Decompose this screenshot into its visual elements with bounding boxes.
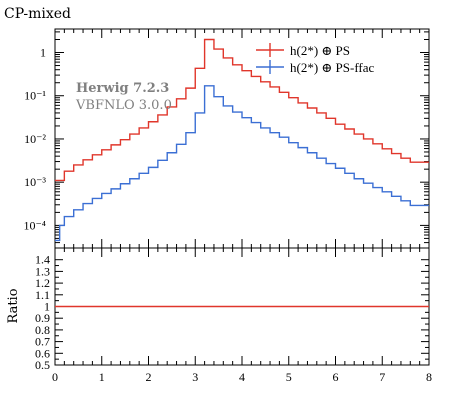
series-ps-ffac-histogram — [55, 85, 429, 242]
ratio-y-axis: 1.41.31.21.110.90.80.70.60.5 — [35, 253, 429, 372]
ratio-y-tick-label: 0.9 — [35, 311, 50, 325]
ratio-y-tick-label: 1.3 — [35, 264, 50, 278]
chart-title: CP-mixed — [4, 6, 71, 22]
legend-entry-ps-ffac: h(2*) ⊕ PS-ffac — [256, 60, 375, 75]
main-y-tick-label: 10⁻¹ — [24, 89, 46, 103]
main-y-tick-label: 10⁻⁴ — [23, 218, 46, 232]
ratio-y-tick-label: 1.1 — [35, 288, 50, 302]
ratio-y-tick-label: 0.7 — [35, 335, 50, 349]
legend-label-ps-ffac: h(2*) ⊕ PS-ffac — [290, 60, 375, 75]
x-tick-label: 7 — [379, 370, 385, 384]
legend-entry-ps: h(2*) ⊕ PS — [256, 43, 350, 58]
x-tick-label: 2 — [146, 370, 152, 384]
x-axis: 0 1 2 3 4 5 6 7 8 — [52, 29, 432, 384]
ratio-y-tick-label: 1.4 — [35, 253, 50, 267]
ratio-y-tick-label: 0.8 — [35, 323, 50, 337]
generator-label: Herwig 7.2.3 — [76, 81, 169, 96]
main-y-axis: 10⁻⁴ 10⁻³ 10⁻² 10⁻¹ 1 — [23, 31, 429, 249]
x-tick-label: 1 — [99, 370, 105, 384]
main-y-tick-label: 10⁻³ — [24, 175, 46, 189]
ratio-y-tick-label: 0.6 — [35, 346, 50, 360]
ratio-y-tick-label: 1.2 — [35, 276, 50, 290]
x-tick-label: 3 — [192, 370, 198, 384]
main-y-tick-label: 1 — [40, 46, 46, 60]
x-tick-label: 0 — [52, 370, 58, 384]
x-tick-label: 5 — [286, 370, 292, 384]
ratio-y-tick-label: 1 — [44, 300, 50, 314]
legend-label-ps: h(2*) ⊕ PS — [290, 43, 350, 58]
main-series-group — [55, 38, 429, 242]
ratio-y-label: Ratio — [6, 288, 21, 323]
legend: h(2*) ⊕ PS h(2*) ⊕ PS-ffac — [256, 43, 375, 75]
version-label: VBFNLO 3.0.0 — [75, 98, 172, 113]
x-tick-label: 6 — [333, 370, 339, 384]
main-y-tick-label: 10⁻² — [24, 132, 46, 146]
ratio-y-tick-label: 0.5 — [35, 358, 50, 372]
x-tick-label: 4 — [239, 370, 245, 384]
x-tick-label: 8 — [426, 370, 432, 384]
series-ps-histogram — [55, 38, 429, 182]
